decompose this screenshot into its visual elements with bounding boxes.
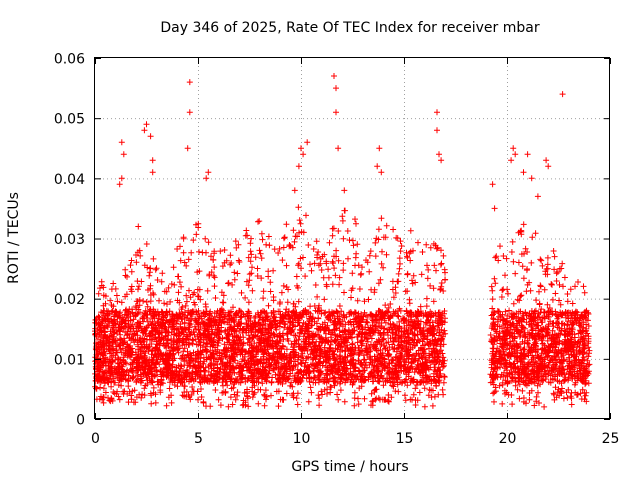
x-tick-label: 0	[91, 431, 100, 447]
chart-title: Day 346 of 2025, Rate Of TEC Index for r…	[160, 20, 539, 36]
y-axis-label: ROTI / TECUs	[6, 192, 22, 284]
x-tick-label: 20	[499, 431, 517, 447]
y-tick-label: 0.02	[54, 292, 85, 308]
x-axis-label: GPS time / hours	[291, 459, 408, 475]
x-tick-label: 25	[602, 431, 620, 447]
y-tick-label: 0.01	[54, 352, 85, 368]
y-tick-label: 0.04	[54, 172, 85, 188]
x-tick-label: 15	[396, 431, 414, 447]
y-tick-label: 0	[76, 413, 85, 429]
points-layer	[92, 73, 593, 410]
y-tick-label: 0.06	[54, 52, 85, 68]
plot-frame	[94, 57, 610, 419]
roti-series-points	[92, 73, 593, 410]
y-tick-label: 0.05	[54, 112, 85, 128]
y-tick-label: 0.03	[54, 232, 85, 248]
x-tick-label: 10	[293, 431, 311, 447]
ticks-layer: 0 5 10 15 20 25 0 0.01 0.02 0.03 0.04 0.05 0.06	[54, 52, 620, 448]
x-tick-label: 5	[194, 431, 203, 447]
